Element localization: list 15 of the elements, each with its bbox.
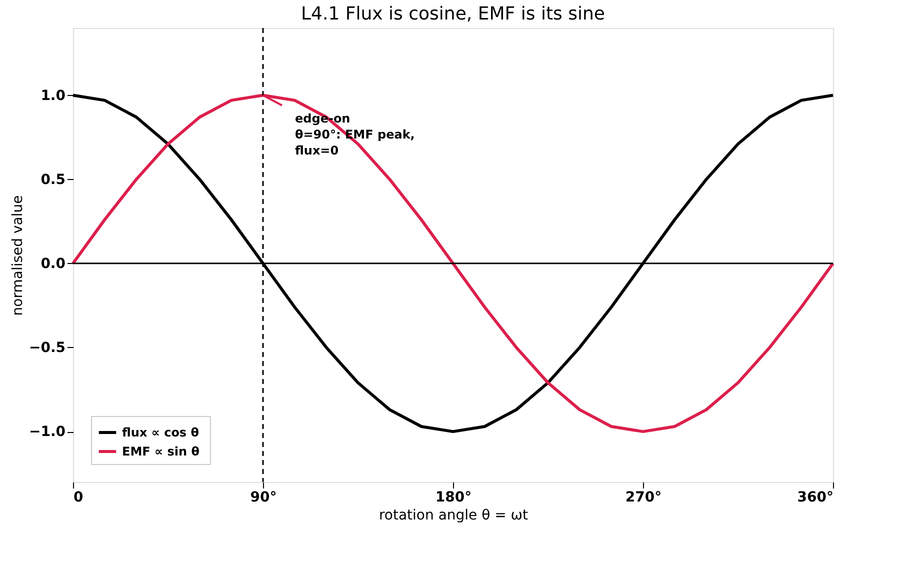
- y-tick-label: 0.5: [40, 172, 66, 188]
- x-tick-label: 270°: [625, 490, 662, 506]
- y-tick-label: −0.5: [28, 340, 66, 356]
- y-tick-label: 0.0: [40, 256, 66, 272]
- x-tick-label: 90°: [250, 490, 277, 506]
- legend-label: EMF ∝ sin θ: [122, 444, 200, 458]
- y-tick-label: 1.0: [40, 88, 66, 104]
- x-axis-title: rotation angle θ = ωt: [378, 508, 529, 524]
- y-axis-title: normalised value: [10, 195, 26, 316]
- x-tick-label: 180°: [435, 490, 472, 506]
- y-tick-label: −1.0: [28, 424, 66, 440]
- legend-label: flux ∝ cos θ: [122, 426, 199, 440]
- x-tick-label: 360°: [797, 490, 834, 506]
- x-tick-label: 0: [74, 490, 84, 506]
- chart-title: L4.1 Flux is cosine, EMF is its sine: [301, 3, 605, 24]
